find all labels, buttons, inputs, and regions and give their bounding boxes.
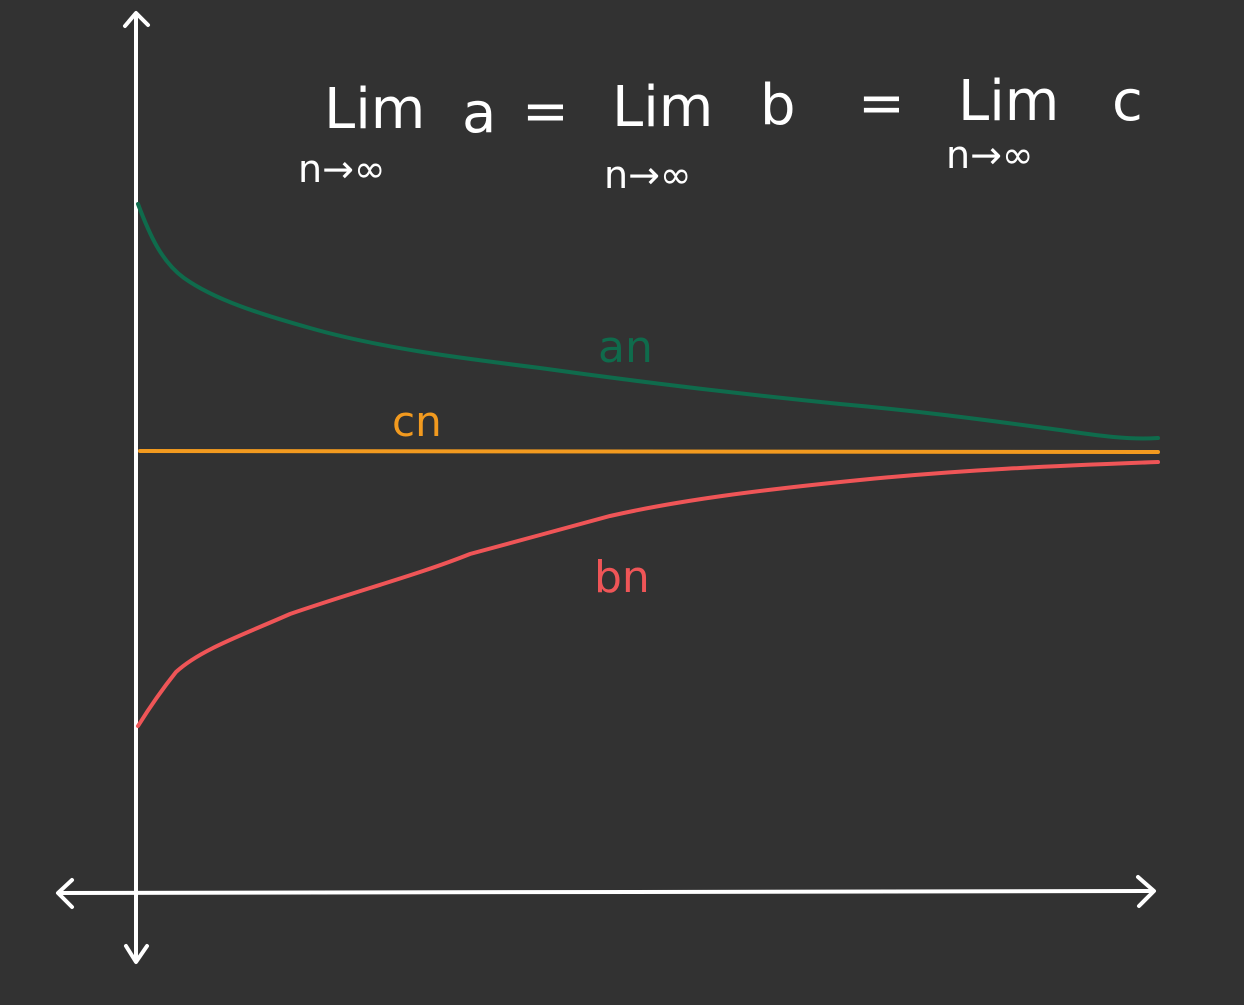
limit-operator-3: Lim: [958, 69, 1059, 134]
limit-variable-a: a: [462, 81, 496, 146]
series-b-curve: [136, 460, 1160, 728]
axes: [56, 11, 1156, 964]
equals-sign-1: =: [522, 79, 569, 144]
series-c-line: [138, 449, 1160, 454]
limit-subscript-3: n→∞: [946, 133, 1034, 177]
series-b-label: bn: [594, 552, 650, 603]
limit-variable-b: b: [760, 73, 796, 138]
series-a-curve: [136, 202, 1160, 441]
y-axis-bottom-arrow-icon: [124, 944, 149, 964]
x-axis-line: [58, 888, 1154, 895]
limit-variable-c: c: [1112, 69, 1143, 134]
y-axis-top-arrow-icon: [123, 11, 150, 28]
limit-operator-2: Lim: [612, 75, 713, 140]
equals-sign-2: =: [858, 71, 905, 136]
x-axis-left-arrow-icon: [56, 878, 74, 909]
series-c-label: cn: [392, 397, 442, 446]
limit-equation: Lim n→∞ a = Lim n→∞ b = Lim n→∞ c: [298, 69, 1143, 197]
series-a-label: an: [598, 322, 653, 373]
limit-subscript-2: n→∞: [604, 153, 692, 197]
limit-subscript-1: n→∞: [298, 147, 386, 191]
limit-operator-1: Lim: [324, 77, 425, 142]
x-axis-right-arrow-icon: [1136, 875, 1156, 908]
